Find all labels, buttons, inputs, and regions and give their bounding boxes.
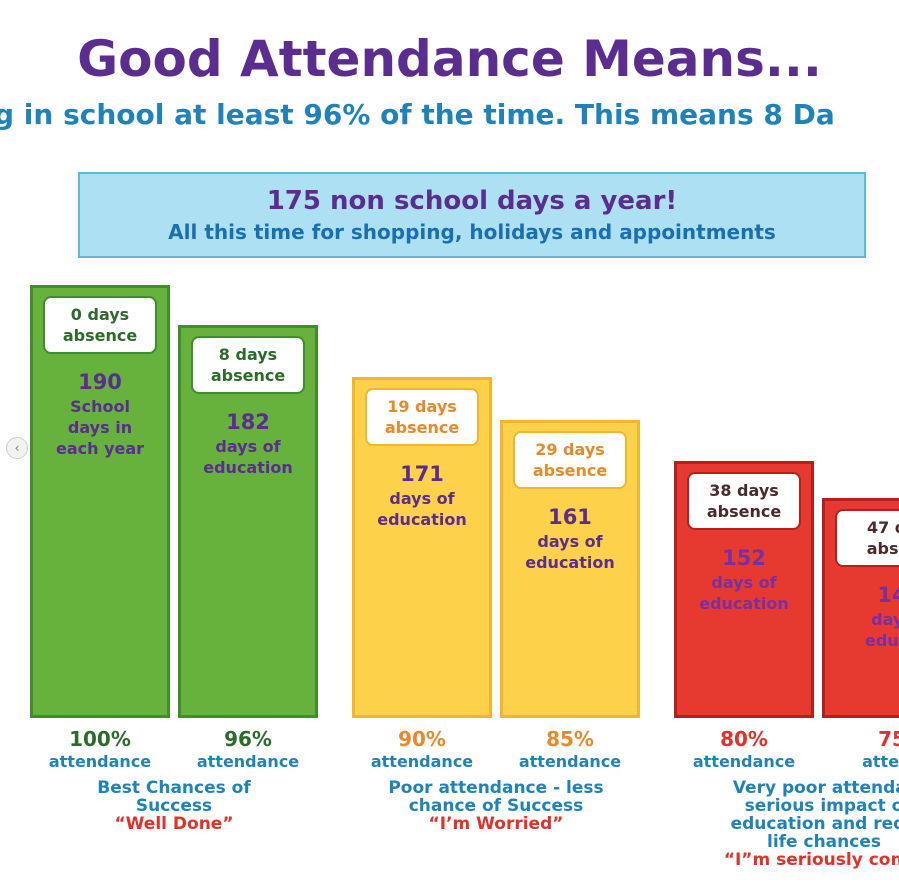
absence-days: 47 da bbox=[866, 518, 899, 537]
attendance-percent: 80% bbox=[720, 727, 768, 751]
group-caption-1: Poor attendance - less chance of Success “… bbox=[352, 779, 640, 833]
days-label-line: each year bbox=[55, 439, 145, 458]
caption-line: serious impact o bbox=[744, 796, 899, 816]
days-label-line: education bbox=[377, 510, 467, 529]
days-label: days of education bbox=[181, 436, 315, 478]
days-label-line: days in bbox=[67, 418, 133, 437]
caption-line: Success bbox=[135, 796, 213, 816]
bar-2: 19 days absence 171 days of education bbox=[352, 377, 492, 718]
bar-0: 0 days absence 190 School days in each year bbox=[30, 285, 170, 718]
days-label: School days in each year bbox=[33, 396, 167, 459]
days-label: days of education bbox=[677, 572, 811, 614]
attendance-label: attendance bbox=[196, 752, 300, 771]
caption-line: education and redu bbox=[730, 814, 899, 834]
attendance-percent: 85% bbox=[546, 727, 594, 751]
page-title: Good Attendance Means... bbox=[77, 30, 822, 88]
attendance-label: attendance bbox=[370, 752, 474, 771]
banner-subline: All this time for shopping, holidays and… bbox=[168, 220, 776, 244]
banner-headline: 175 non school days a year! bbox=[266, 186, 678, 216]
absence-days: 19 days bbox=[387, 397, 457, 416]
days-count: 171 bbox=[400, 462, 444, 486]
bar-5: 47 da abser 14 days educa bbox=[822, 498, 899, 718]
days-label-line: days of bbox=[537, 532, 603, 551]
attendance-label: attendance bbox=[518, 752, 622, 771]
caption-line: Very poor attendar bbox=[732, 778, 899, 798]
absence-days: 29 days bbox=[535, 440, 605, 459]
caption-line: chance of Success bbox=[408, 796, 584, 816]
attendance-percent: 75 bbox=[878, 727, 899, 751]
days-label: days of education bbox=[503, 531, 637, 573]
days-count: 182 bbox=[226, 410, 270, 434]
absence-label: absence bbox=[62, 326, 138, 345]
carousel-prev-icon[interactable]: ‹ bbox=[6, 437, 28, 459]
absence-label: absence bbox=[706, 502, 782, 521]
bar-1: 8 days absence 182 days of education bbox=[178, 325, 318, 718]
page-subtitle: g in school at least 96% of the time. Th… bbox=[0, 98, 835, 131]
attendance-label: attendance bbox=[692, 752, 796, 771]
days-count: 190 bbox=[78, 370, 122, 394]
caption-line: Best Chances of bbox=[97, 778, 251, 798]
absence-label: absence bbox=[532, 461, 608, 480]
group-caption-2: Very poor attendar serious impact o educat… bbox=[674, 779, 899, 869]
caption-quote: “I”m seriously conce bbox=[723, 850, 899, 870]
absence-days: 0 days bbox=[70, 305, 130, 324]
days-label-line: days of bbox=[389, 489, 455, 508]
caption-line: life chances bbox=[767, 832, 881, 852]
absence-box: 38 days absence bbox=[687, 472, 801, 530]
bar-3: 29 days absence 161 days of education bbox=[500, 420, 640, 718]
caption-line: Poor attendance - less bbox=[388, 778, 604, 798]
days-label-line: education bbox=[525, 553, 615, 572]
days-count: 161 bbox=[548, 505, 592, 529]
attendance-percent: 96% bbox=[224, 727, 272, 751]
days-label: days of education bbox=[355, 488, 489, 530]
days-label-line: days of bbox=[711, 573, 777, 592]
absence-label: abser bbox=[866, 539, 899, 558]
attendance-label: attend bbox=[862, 752, 899, 771]
absence-box: 19 days absence bbox=[365, 388, 479, 446]
days-label-line: education bbox=[699, 594, 789, 613]
absence-label: absence bbox=[210, 366, 286, 385]
absence-box: 8 days absence bbox=[191, 336, 305, 394]
caption-quote: “I’m Worried” bbox=[428, 814, 564, 834]
absence-box: 29 days absence bbox=[513, 431, 627, 489]
absence-box: 0 days absence bbox=[43, 296, 157, 354]
days-count: 152 bbox=[722, 546, 766, 570]
days-label-line: educa bbox=[865, 631, 899, 650]
attendance-label: attendance bbox=[48, 752, 152, 771]
attendance-percent: 90% bbox=[398, 727, 446, 751]
days-label-line: education bbox=[203, 458, 293, 477]
group-caption-0: Best Chances of Success “Well Done” bbox=[30, 779, 318, 833]
days-label-line: days of bbox=[215, 437, 281, 456]
absence-box: 47 da abser bbox=[835, 509, 899, 567]
caption-quote: “Well Done” bbox=[114, 814, 234, 834]
days-count: 14 bbox=[877, 583, 899, 607]
days-label-line: School bbox=[70, 397, 130, 416]
bar-4: 38 days absence 152 days of education bbox=[674, 461, 814, 718]
absence-label: absence bbox=[384, 418, 460, 437]
non-school-days-banner: 175 non school days a year! All this tim… bbox=[78, 172, 866, 258]
absence-days: 8 days bbox=[218, 345, 278, 364]
absence-days: 38 days bbox=[709, 481, 779, 500]
attendance-percent: 100% bbox=[69, 727, 131, 751]
days-label: days educa bbox=[825, 609, 899, 651]
days-label-line: days bbox=[871, 610, 899, 629]
